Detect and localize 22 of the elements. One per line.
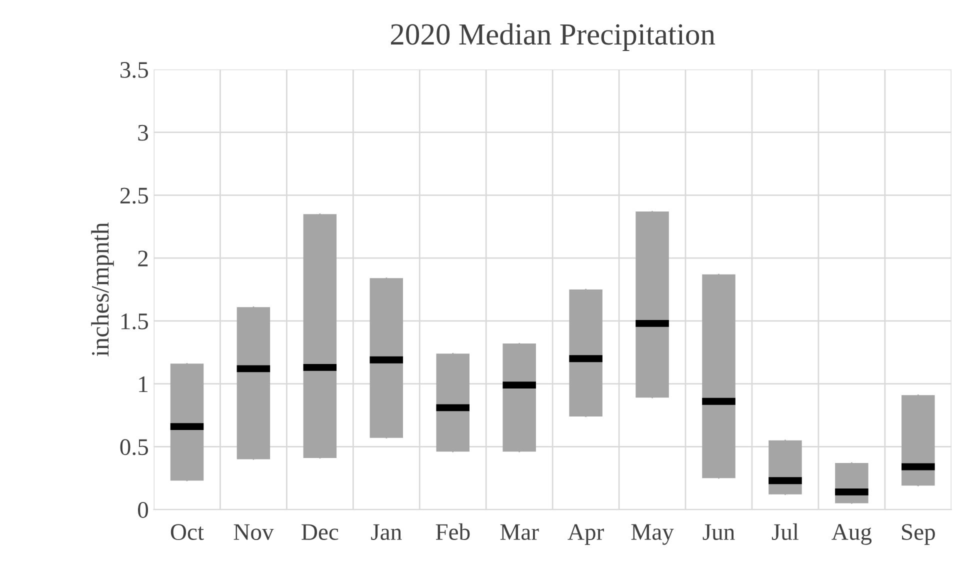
y-tick-label: 3.5 xyxy=(120,62,148,78)
y-tick-label: 2 xyxy=(138,250,148,266)
y-tick-label: 1.5 xyxy=(121,314,148,330)
x-tick-label: Jan xyxy=(371,524,402,540)
y-tick-label: 2.5 xyxy=(120,188,148,204)
x-tick-label: Apr xyxy=(568,524,604,545)
y-axis-title: inches/mpnth xyxy=(91,222,114,356)
x-tick-label: Mar xyxy=(500,524,539,540)
x-tick-label: Nov xyxy=(234,524,274,540)
y-tick-label: 3 xyxy=(138,124,148,141)
y-tick-label: 1 xyxy=(139,376,148,392)
x-tick-label: Aug xyxy=(832,524,872,545)
y-tick-label: 0 xyxy=(138,502,148,518)
x-tick-label: Feb xyxy=(436,523,470,540)
x-tick-label: Oct xyxy=(170,524,204,540)
x-tick-label: Jul xyxy=(772,523,799,540)
x-tick-label: Dec xyxy=(302,524,338,540)
x-tick-label: May xyxy=(631,524,674,545)
x-tick-label: Jun xyxy=(702,524,735,540)
y-tick-label: 0.5 xyxy=(120,439,148,456)
x-tick-label: Sep xyxy=(902,524,935,545)
chart-title: 2020 Median Precipitation xyxy=(390,23,716,51)
